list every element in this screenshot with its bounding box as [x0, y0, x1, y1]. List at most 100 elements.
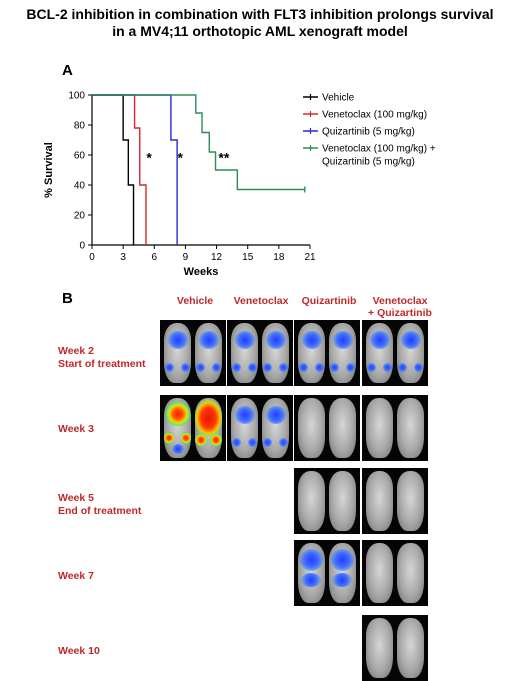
mouse-image: [366, 471, 393, 531]
mouse-image: [231, 398, 258, 458]
column-header-venetoclax: Venetoclax: [233, 295, 289, 307]
bioluminescence-signal: [370, 331, 390, 349]
x-axis-label: Weeks: [184, 266, 219, 278]
y-tick-label: 100: [68, 91, 85, 102]
row-label-week-3: Week 3: [58, 423, 94, 435]
bioluminescence-signal: [195, 400, 222, 436]
bioluminescence-signal: [279, 363, 288, 372]
mouse-image: [262, 398, 289, 458]
legend-entry: Quizartinib (5 mg/kg): [322, 127, 415, 138]
row-label-week-2: Week 2 Start of treatment: [58, 345, 146, 370]
row-label-week-10: Week 10: [58, 645, 100, 657]
mouse-image: [298, 398, 325, 458]
series-line-1: [92, 94, 147, 245]
bioluminescence-signal: [235, 406, 255, 424]
bioluminescence-signal: [279, 438, 288, 447]
mouse-image: [262, 323, 289, 383]
bioluminescence-signal: [232, 363, 241, 372]
mouse-image: [366, 398, 393, 458]
bioluminescence-signal: [181, 432, 191, 444]
bioluminescence-signal: [235, 331, 255, 349]
bioluminescence-signal: [300, 549, 323, 571]
mouse-image: [329, 398, 356, 458]
mouse-image: [164, 398, 191, 458]
imaging-cell: [362, 615, 428, 681]
bioluminescence-signal: [181, 363, 190, 372]
mouse-image: [397, 398, 424, 458]
x-tick-label: 6: [152, 252, 158, 263]
y-tick-label: 40: [74, 181, 86, 192]
bioluminescence-signal: [299, 363, 308, 372]
bioluminescence-signal: [367, 363, 376, 372]
series-line-0: [92, 94, 135, 245]
x-tick-label: 9: [183, 252, 189, 263]
title-line-2: in a MV4;11 orthotopic AML xenograft mod…: [112, 23, 408, 39]
x-tick-label: 15: [242, 252, 254, 263]
legend-entry: Venetoclax (100 mg/kg) +: [322, 144, 436, 155]
bioluminescence-signal: [196, 363, 205, 372]
mouse-image: [397, 618, 424, 678]
bioluminescence-signal: [401, 331, 421, 349]
mouse-image: [298, 543, 325, 603]
mouse-image: [195, 323, 222, 383]
figure-title: BCL-2 inhibition in combination with FLT…: [0, 6, 520, 40]
x-tick-label: 12: [211, 252, 223, 263]
bioluminescence-signal: [331, 549, 354, 571]
title-line-1: BCL-2 inhibition in combination with FLT…: [26, 6, 494, 22]
bioluminescence-signal: [333, 331, 353, 349]
bioluminescence-signal: [248, 438, 257, 447]
bioluminescence-signal: [168, 331, 188, 349]
mouse-image: [397, 543, 424, 603]
x-tick-label: 3: [120, 252, 126, 263]
bioluminescence-signal: [398, 363, 407, 372]
imaging-cell: [160, 395, 226, 461]
row-label-week-7: Week 7: [58, 570, 94, 582]
bioluminescence-signal: [166, 402, 190, 426]
bioluminescence-signal: [266, 331, 286, 349]
y-tick-label: 20: [74, 211, 86, 222]
imaging-cell: [362, 320, 428, 386]
y-tick-label: 80: [74, 121, 86, 132]
bioluminescence-signal: [210, 434, 222, 446]
mouse-image: [164, 323, 191, 383]
mouse-image: [298, 471, 325, 531]
x-tick-label: 21: [304, 252, 316, 263]
significance-mark: *: [146, 150, 152, 166]
bioluminescence-signal: [263, 438, 272, 447]
bioluminescence-signal: [302, 331, 322, 349]
bioluminescence-signal: [248, 363, 257, 372]
bioluminescence-signal: [164, 432, 174, 444]
bioluminescence-signal: [232, 438, 241, 447]
x-tick-label: 0: [89, 252, 95, 263]
imaging-cell: [294, 468, 360, 534]
mouse-image: [397, 323, 424, 383]
imaging-cell: [294, 395, 360, 461]
imaging-cell: [362, 540, 428, 606]
imaging-cell: [362, 468, 428, 534]
mouse-image: [195, 398, 222, 458]
column-header-vehicle: Vehicle: [176, 295, 214, 307]
imaging-cell: [294, 320, 360, 386]
bioluminescence-signal: [266, 406, 286, 424]
mouse-image: [329, 323, 356, 383]
panel-a-label: A: [62, 62, 73, 79]
y-tick-label: 60: [74, 151, 86, 162]
row-label-week-5: Week 5 End of treatment: [58, 492, 142, 517]
legend-entry: Vehicle: [322, 93, 355, 104]
imaging-cell: [160, 320, 226, 386]
y-axis-label: % Survival: [43, 142, 55, 198]
legend-entry: Quizartinib (5 mg/kg): [322, 157, 415, 168]
significance-mark: *: [178, 150, 184, 166]
significance-mark: **: [218, 150, 229, 166]
imaging-cell: [227, 320, 293, 386]
bioluminescence-signal: [414, 363, 423, 372]
column-header-quizartinib: Quizartinib: [301, 295, 357, 307]
bioluminescence-signal: [346, 363, 355, 372]
mouse-image: [366, 323, 393, 383]
mouse-image: [397, 471, 424, 531]
mouse-image: [366, 618, 393, 678]
bioluminescence-signal: [301, 573, 321, 587]
imaging-cell: [362, 395, 428, 461]
panel-b-label: B: [62, 290, 73, 307]
